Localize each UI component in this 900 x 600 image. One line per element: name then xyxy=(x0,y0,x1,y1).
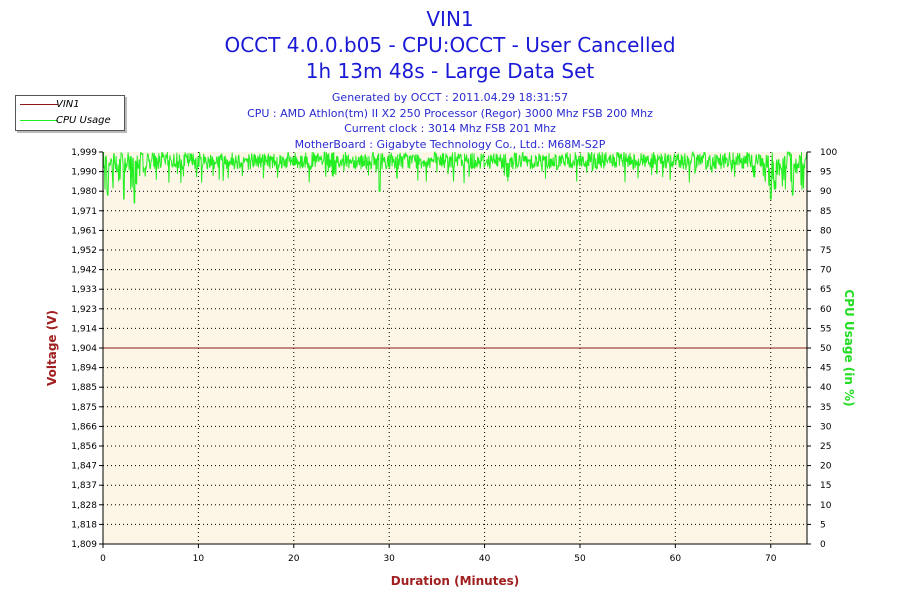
series-line-cpu-usage xyxy=(102,150,808,204)
legend: VIN1 CPU Usage xyxy=(15,95,125,131)
y2-axis-title: CPU Usage (in %) xyxy=(842,289,856,406)
y2-tick-label: 35 xyxy=(820,403,831,413)
y-tick-label: 1,914 xyxy=(71,324,97,334)
y-tick-label: 1,980 xyxy=(71,187,97,197)
y2-tick-label: 10 xyxy=(820,501,832,511)
y2-tick-label: 95 xyxy=(820,168,831,178)
y-tick-label: 1,933 xyxy=(71,285,97,295)
y-tick-label: 1,885 xyxy=(71,383,97,393)
y2-tick-label: 80 xyxy=(820,226,832,236)
y-tick-label: 1,971 xyxy=(71,207,97,217)
y2-tick-label: 40 xyxy=(820,383,832,393)
legend-label-vin1: VIN1 xyxy=(56,99,80,110)
x-tick-label: 20 xyxy=(288,554,300,564)
x-tick-label: 30 xyxy=(383,554,395,564)
info-clock: Current clock : 3014 Mhz FSB 201 Mhz xyxy=(344,122,556,135)
y-tick-label: 1,952 xyxy=(71,246,97,256)
y-tick-label: 1,999 xyxy=(71,148,97,158)
y2-tick-label: 15 xyxy=(820,481,831,491)
y-tick-label: 1,828 xyxy=(71,501,97,511)
y2-tick-label: 100 xyxy=(820,148,837,158)
y-tick-label: 1,809 xyxy=(71,540,97,550)
y2-tick-label: 55 xyxy=(820,324,831,334)
y-tick-label: 1,990 xyxy=(71,168,97,178)
chart-subtitle-duration: 1h 13m 48s - Large Data Set xyxy=(305,59,595,83)
legend-item-cpu-usage: CPU Usage xyxy=(16,113,124,129)
system-info: Generated by OCCT : 2011.04.29 18:31:57 … xyxy=(0,90,900,152)
y2-tick-label: 85 xyxy=(820,207,831,217)
y-tick-label: 1,942 xyxy=(71,266,97,276)
y2-tick-label: 65 xyxy=(820,285,831,295)
x-tick-label: 10 xyxy=(193,554,205,564)
y-tick-label: 1,904 xyxy=(71,344,97,354)
y2-tick-label: 5 xyxy=(820,520,826,530)
y-tick-label: 1,923 xyxy=(71,305,97,315)
y-axis-title: Voltage (V) xyxy=(45,310,59,386)
info-motherboard: MotherBoard : Gigabyte Technology Co., L… xyxy=(294,137,606,151)
y2-tick-label: 0 xyxy=(820,540,826,550)
legend-item-vin1: VIN1 xyxy=(16,97,124,113)
y-tick-label: 1,875 xyxy=(71,403,97,413)
legend-swatch-vin1 xyxy=(20,104,58,105)
y-tick-label: 1,866 xyxy=(71,422,97,432)
y-tick-label: 1,856 xyxy=(71,442,97,452)
x-axis-title: Duration (Minutes) xyxy=(391,574,519,588)
y2-tick-label: 45 xyxy=(820,364,831,374)
x-tick-label: 40 xyxy=(479,554,491,564)
chart-title: VIN1 xyxy=(426,7,474,31)
chart-header: VIN1 OCCT 4.0.0.b05 - CPU:OCCT - User Ca… xyxy=(0,6,900,84)
y-tick-label: 1,961 xyxy=(71,226,97,236)
y2-tick-label: 20 xyxy=(820,462,832,472)
y2-tick-label: 50 xyxy=(820,344,832,354)
x-tick-label: 60 xyxy=(670,554,682,564)
legend-swatch-cpu-usage xyxy=(20,120,58,121)
y-tick-label: 1,847 xyxy=(71,462,97,472)
info-generated: Generated by OCCT : 2011.04.29 18:31:57 xyxy=(331,91,569,104)
y-tick-label: 1,818 xyxy=(71,520,97,530)
x-tick-label: 50 xyxy=(574,554,586,564)
y2-tick-label: 75 xyxy=(820,246,831,256)
y-tick-label: 1,894 xyxy=(71,364,97,374)
y2-tick-label: 70 xyxy=(820,266,832,276)
x-tick-label: 70 xyxy=(765,554,777,564)
legend-label-cpu-usage: CPU Usage xyxy=(56,115,111,126)
y-tick-label: 1,837 xyxy=(71,481,97,491)
x-tick-label: 0 xyxy=(100,554,106,564)
info-cpu: CPU : AMD Athlon(tm) II X2 250 Processor… xyxy=(247,106,653,120)
y2-tick-label: 25 xyxy=(820,442,831,452)
chart-subtitle-test: OCCT 4.0.0.b05 - CPU:OCCT - User Cancell… xyxy=(224,33,676,57)
y2-tick-label: 60 xyxy=(820,305,832,315)
y2-tick-label: 30 xyxy=(820,422,832,432)
y2-tick-label: 90 xyxy=(820,187,832,197)
